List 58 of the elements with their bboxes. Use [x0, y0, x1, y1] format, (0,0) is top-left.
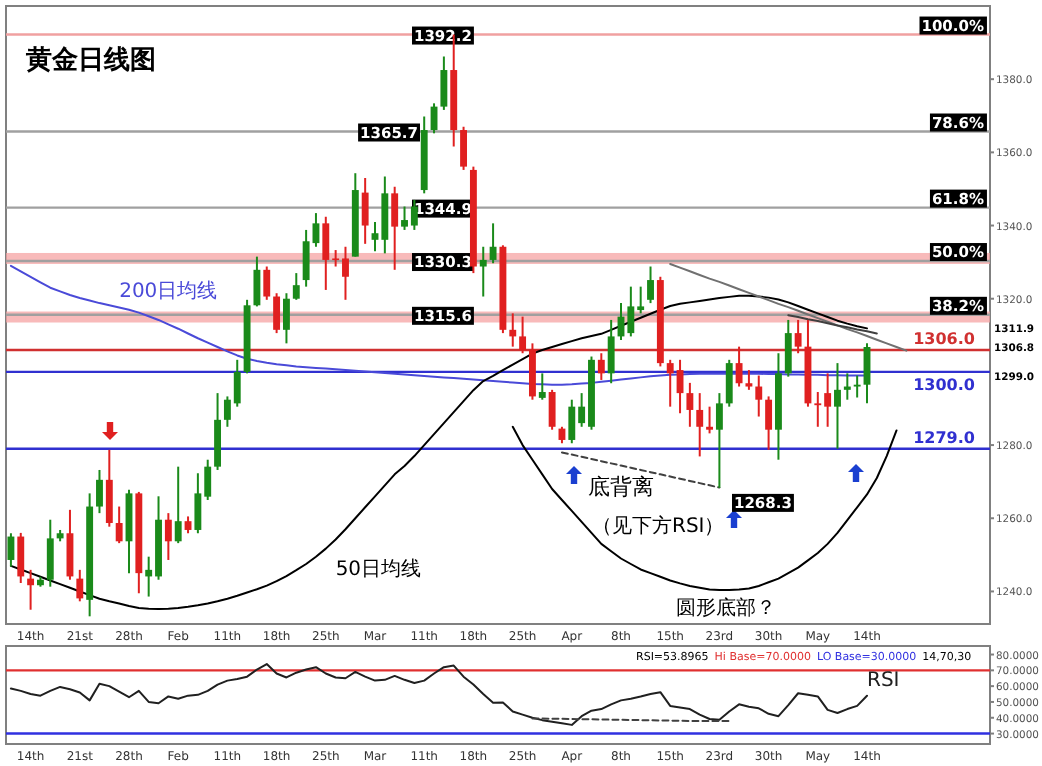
candlestick	[735, 345, 743, 388]
candlestick	[76, 568, 84, 603]
candlestick	[479, 245, 487, 298]
candlestick	[784, 318, 792, 378]
candlestick	[105, 448, 113, 528]
ref-line-label: 1306.0	[913, 329, 976, 348]
candlestick	[696, 392, 704, 458]
series-label: 50日均线	[335, 557, 422, 582]
candlestick	[843, 372, 851, 401]
candlestick	[489, 222, 497, 265]
ref-line-label: 1279.0	[913, 428, 976, 447]
candlestick	[292, 272, 300, 301]
candlestick	[519, 315, 527, 355]
candlestick	[853, 374, 861, 399]
candlestick	[607, 318, 615, 385]
candlestick	[174, 465, 182, 545]
candlestick	[745, 369, 753, 391]
candlestick	[253, 255, 261, 308]
series-label: 200日均线	[119, 279, 218, 304]
ref-line-label: 1300.0	[913, 375, 976, 394]
candlestick	[361, 176, 369, 245]
candlestick	[706, 405, 713, 435]
candlestick	[391, 185, 399, 271]
candlestick	[538, 372, 546, 401]
annotation: 圆形底部？	[676, 596, 776, 620]
candlestick	[283, 292, 290, 345]
line-series	[787, 314, 878, 335]
candlestick	[46, 518, 54, 588]
annotation: 底背离	[588, 474, 654, 500]
annotation: （见下方RSI）	[592, 514, 725, 538]
candlestick	[164, 512, 172, 561]
candlestick	[794, 318, 802, 355]
candlestick	[834, 362, 841, 450]
candlestick	[647, 265, 654, 305]
candlestick	[715, 392, 723, 489]
text: 黄金日线图	[24, 46, 156, 76]
candlestick	[96, 468, 103, 515]
candlestick	[115, 505, 123, 545]
candlestick	[27, 568, 35, 611]
candlestick	[548, 388, 556, 431]
candlestick	[529, 342, 536, 401]
candlestick	[460, 125, 467, 171]
candlestick	[440, 55, 448, 111]
line-series	[9, 663, 868, 726]
candlestick	[597, 352, 605, 381]
line-series	[669, 262, 908, 352]
series-label: RSI	[867, 669, 900, 692]
candlestick	[755, 374, 763, 418]
candlestick	[273, 292, 281, 335]
line-series	[511, 425, 898, 591]
candlestick	[686, 381, 694, 428]
candlestick	[7, 532, 15, 568]
candlestick	[17, 531, 25, 585]
candlestick	[263, 265, 271, 301]
candlestick	[765, 395, 773, 451]
candlestick	[509, 312, 517, 348]
candlestick	[214, 392, 221, 471]
candlestick	[725, 358, 733, 408]
